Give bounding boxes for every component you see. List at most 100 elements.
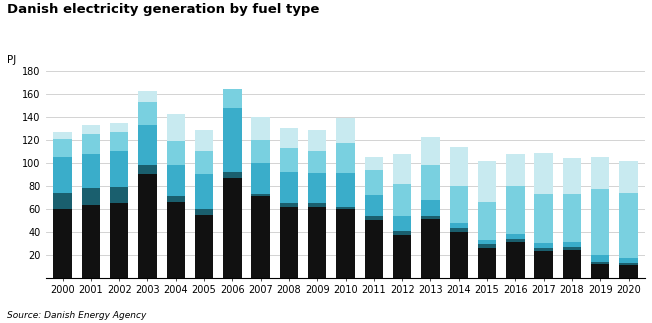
Bar [478, 240, 496, 245]
Bar [619, 263, 638, 265]
Bar [421, 137, 439, 165]
Bar [449, 228, 468, 232]
Bar [167, 196, 185, 202]
Bar [535, 152, 553, 194]
Bar [252, 194, 270, 196]
Bar [535, 251, 553, 278]
Bar [364, 157, 383, 170]
Bar [393, 235, 411, 278]
Bar [535, 194, 553, 243]
Bar [308, 203, 327, 207]
Bar [336, 207, 355, 209]
Bar [167, 114, 185, 141]
Bar [449, 223, 468, 228]
Bar [506, 242, 524, 278]
Text: Source: Danish Energy Agency: Source: Danish Energy Agency [7, 311, 146, 320]
Bar [506, 186, 524, 234]
Bar [252, 117, 270, 140]
Bar [280, 203, 298, 207]
Bar [82, 134, 100, 154]
Bar [449, 232, 468, 278]
Bar [393, 154, 411, 183]
Bar [393, 183, 411, 216]
Bar [138, 174, 156, 278]
Bar [591, 157, 610, 189]
Bar [280, 207, 298, 278]
Bar [252, 196, 270, 278]
Bar [110, 187, 128, 203]
Bar [53, 209, 72, 278]
Bar [195, 209, 213, 214]
Bar [223, 178, 242, 278]
Bar [421, 216, 439, 219]
Bar [619, 258, 638, 263]
Bar [308, 173, 327, 203]
Bar [138, 90, 156, 102]
Bar [82, 154, 100, 188]
Bar [506, 154, 524, 186]
Bar [591, 189, 610, 255]
Bar [53, 139, 72, 157]
Bar [308, 151, 327, 173]
Bar [110, 151, 128, 187]
Bar [280, 129, 298, 148]
Bar [421, 200, 439, 216]
Bar [364, 216, 383, 220]
Bar [195, 130, 213, 151]
Bar [364, 170, 383, 195]
Bar [167, 202, 185, 278]
Bar [563, 158, 581, 194]
Bar [336, 173, 355, 207]
Bar [167, 141, 185, 165]
Bar [110, 123, 128, 132]
Bar [421, 165, 439, 200]
Bar [563, 194, 581, 242]
Bar [421, 219, 439, 278]
Bar [138, 125, 156, 165]
Bar [591, 262, 610, 264]
Bar [308, 130, 327, 151]
Bar [110, 132, 128, 151]
Bar [82, 125, 100, 134]
Bar [478, 248, 496, 278]
Bar [506, 239, 524, 242]
Bar [364, 195, 383, 216]
Bar [53, 193, 72, 209]
Bar [393, 216, 411, 231]
Bar [195, 214, 213, 278]
Text: PJ: PJ [7, 55, 16, 65]
Bar [563, 250, 581, 278]
Bar [138, 102, 156, 125]
Bar [619, 193, 638, 258]
Bar [252, 163, 270, 194]
Text: Danish electricity generation by fuel type: Danish electricity generation by fuel ty… [7, 3, 319, 16]
Bar [449, 186, 468, 223]
Bar [478, 202, 496, 240]
Bar [449, 147, 468, 186]
Bar [364, 220, 383, 278]
Bar [138, 165, 156, 174]
Bar [563, 247, 581, 250]
Bar [53, 132, 72, 139]
Bar [82, 205, 100, 278]
Bar [82, 188, 100, 205]
Bar [336, 118, 355, 143]
Bar [535, 243, 553, 248]
Bar [280, 172, 298, 203]
Bar [308, 207, 327, 278]
Bar [195, 174, 213, 209]
Bar [336, 143, 355, 173]
Bar [619, 265, 638, 278]
Bar [563, 242, 581, 247]
Bar [223, 172, 242, 178]
Bar [223, 108, 242, 172]
Bar [506, 234, 524, 239]
Bar [619, 161, 638, 193]
Bar [223, 89, 242, 108]
Bar [167, 165, 185, 196]
Bar [478, 161, 496, 202]
Bar [478, 245, 496, 248]
Bar [336, 209, 355, 278]
Bar [195, 151, 213, 174]
Bar [591, 255, 610, 262]
